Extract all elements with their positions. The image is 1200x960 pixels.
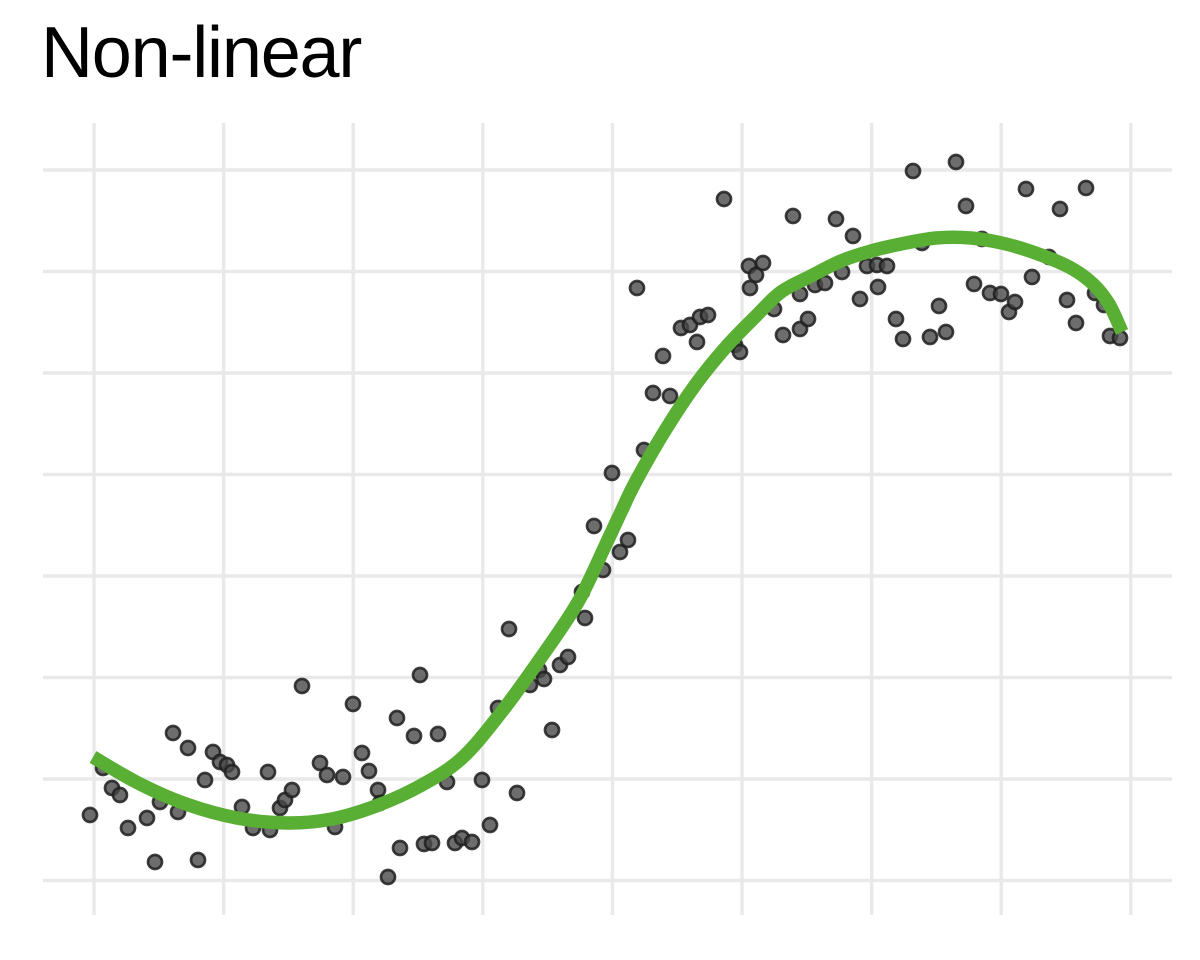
scatter-points (81, 153, 1129, 886)
smooth-fit-curve (89, 230, 1129, 830)
chart-title: Non-linear (41, 13, 362, 93)
